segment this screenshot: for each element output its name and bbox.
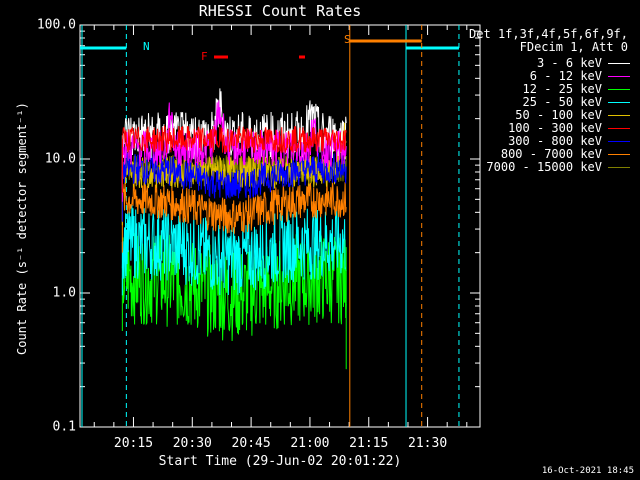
legend-entry: 100 - 300 keV <box>508 122 630 135</box>
x-tick-label: 20:45 <box>231 436 271 451</box>
legend-swatch <box>608 128 630 129</box>
flag-label-s: S <box>344 33 351 46</box>
legend-swatch <box>608 76 630 77</box>
legend-swatch <box>608 115 630 116</box>
legend-header: Det 1f,3f,4f,5f,6f,9f, FDecim 1, Att 0 <box>469 28 628 54</box>
legend-entry: 800 - 7000 keV <box>501 148 630 161</box>
y-tick-label: 0.1 <box>52 419 76 435</box>
flag-label-n: N <box>143 40 150 53</box>
series-line-100-300- <box>121 124 347 153</box>
x-tick-label: 21:00 <box>290 436 330 451</box>
legend-entry: 50 - 100 keV <box>515 109 630 122</box>
legend-swatch <box>608 102 630 103</box>
legend-label: 100 - 300 keV <box>508 121 602 135</box>
plot-frame <box>79 24 481 428</box>
legend-label: 800 - 7000 keV <box>500 147 602 161</box>
legend-swatch <box>608 167 630 168</box>
legend-swatch <box>608 141 630 142</box>
legend-header-line-2: FDecim 1, Att 0 <box>519 40 628 54</box>
y-tick-label: 1.0 <box>52 285 76 301</box>
series-line-3-6- <box>121 88 347 160</box>
legend-swatch <box>608 154 630 155</box>
legend-label: 3 - 6 keV <box>536 56 602 70</box>
chart-title: RHESSI Count Rates <box>198 2 362 20</box>
legend-label: 6 - 12 keV <box>529 69 602 83</box>
legend-label: 25 - 50 keV <box>522 95 602 109</box>
x-tick-label: 20:30 <box>172 436 212 451</box>
legend-entry: 3 - 6 keV <box>537 57 630 70</box>
x-tick-label: 21:30 <box>408 436 448 451</box>
x-axis-label: Start Time (29-Jun-02 20:01:22) <box>158 454 402 469</box>
series-line-50-100- <box>121 122 347 189</box>
legend-label: 300 - 800 keV <box>508 134 602 148</box>
legend-entry: 300 - 800 keV <box>508 135 630 148</box>
generation-timestamp: 16-Oct-2021 18:45 <box>541 466 634 476</box>
legend-swatch <box>608 63 630 64</box>
legend-entry: 6 - 12 keV <box>530 70 630 83</box>
legend-header-line-1: Det 1f,3f,4f,5f,6f,9f, <box>469 27 628 41</box>
legend-label: 7000 - 15000 keV <box>486 160 602 174</box>
series-line-12-25- <box>121 231 347 342</box>
legend-swatch <box>608 89 630 90</box>
y-tick-label: 100.0 <box>36 17 76 33</box>
legend-label: 50 - 100 keV <box>515 108 602 122</box>
legend-entry: 25 - 50 keV <box>523 96 630 109</box>
legend-entry: 12 - 25 keV <box>523 83 630 96</box>
legend-entry: 7000 - 15000 keV <box>486 161 630 174</box>
series-line-25-50- <box>121 205 347 296</box>
x-tick-label: 20:15 <box>113 436 154 451</box>
y-tick-label: 10.0 <box>44 151 76 167</box>
x-tick-label: 21:15 <box>349 436 389 451</box>
legend-label: 12 - 25 keV <box>522 82 602 96</box>
flag-label-f: F <box>201 50 208 63</box>
series-line-6-12- <box>121 100 347 169</box>
